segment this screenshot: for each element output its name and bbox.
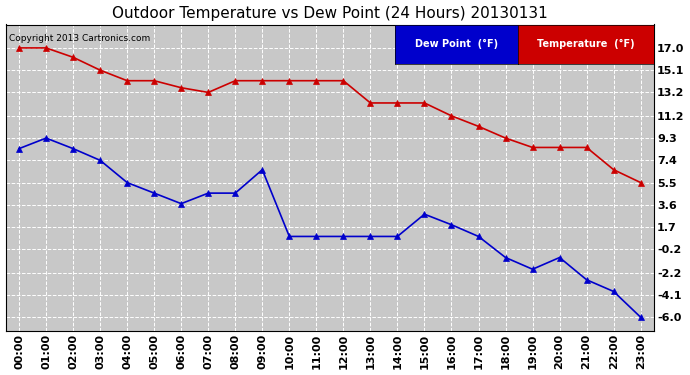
Title: Outdoor Temperature vs Dew Point (24 Hours) 20130131: Outdoor Temperature vs Dew Point (24 Hou… (112, 6, 548, 21)
Text: Copyright 2013 Cartronics.com: Copyright 2013 Cartronics.com (9, 34, 150, 43)
